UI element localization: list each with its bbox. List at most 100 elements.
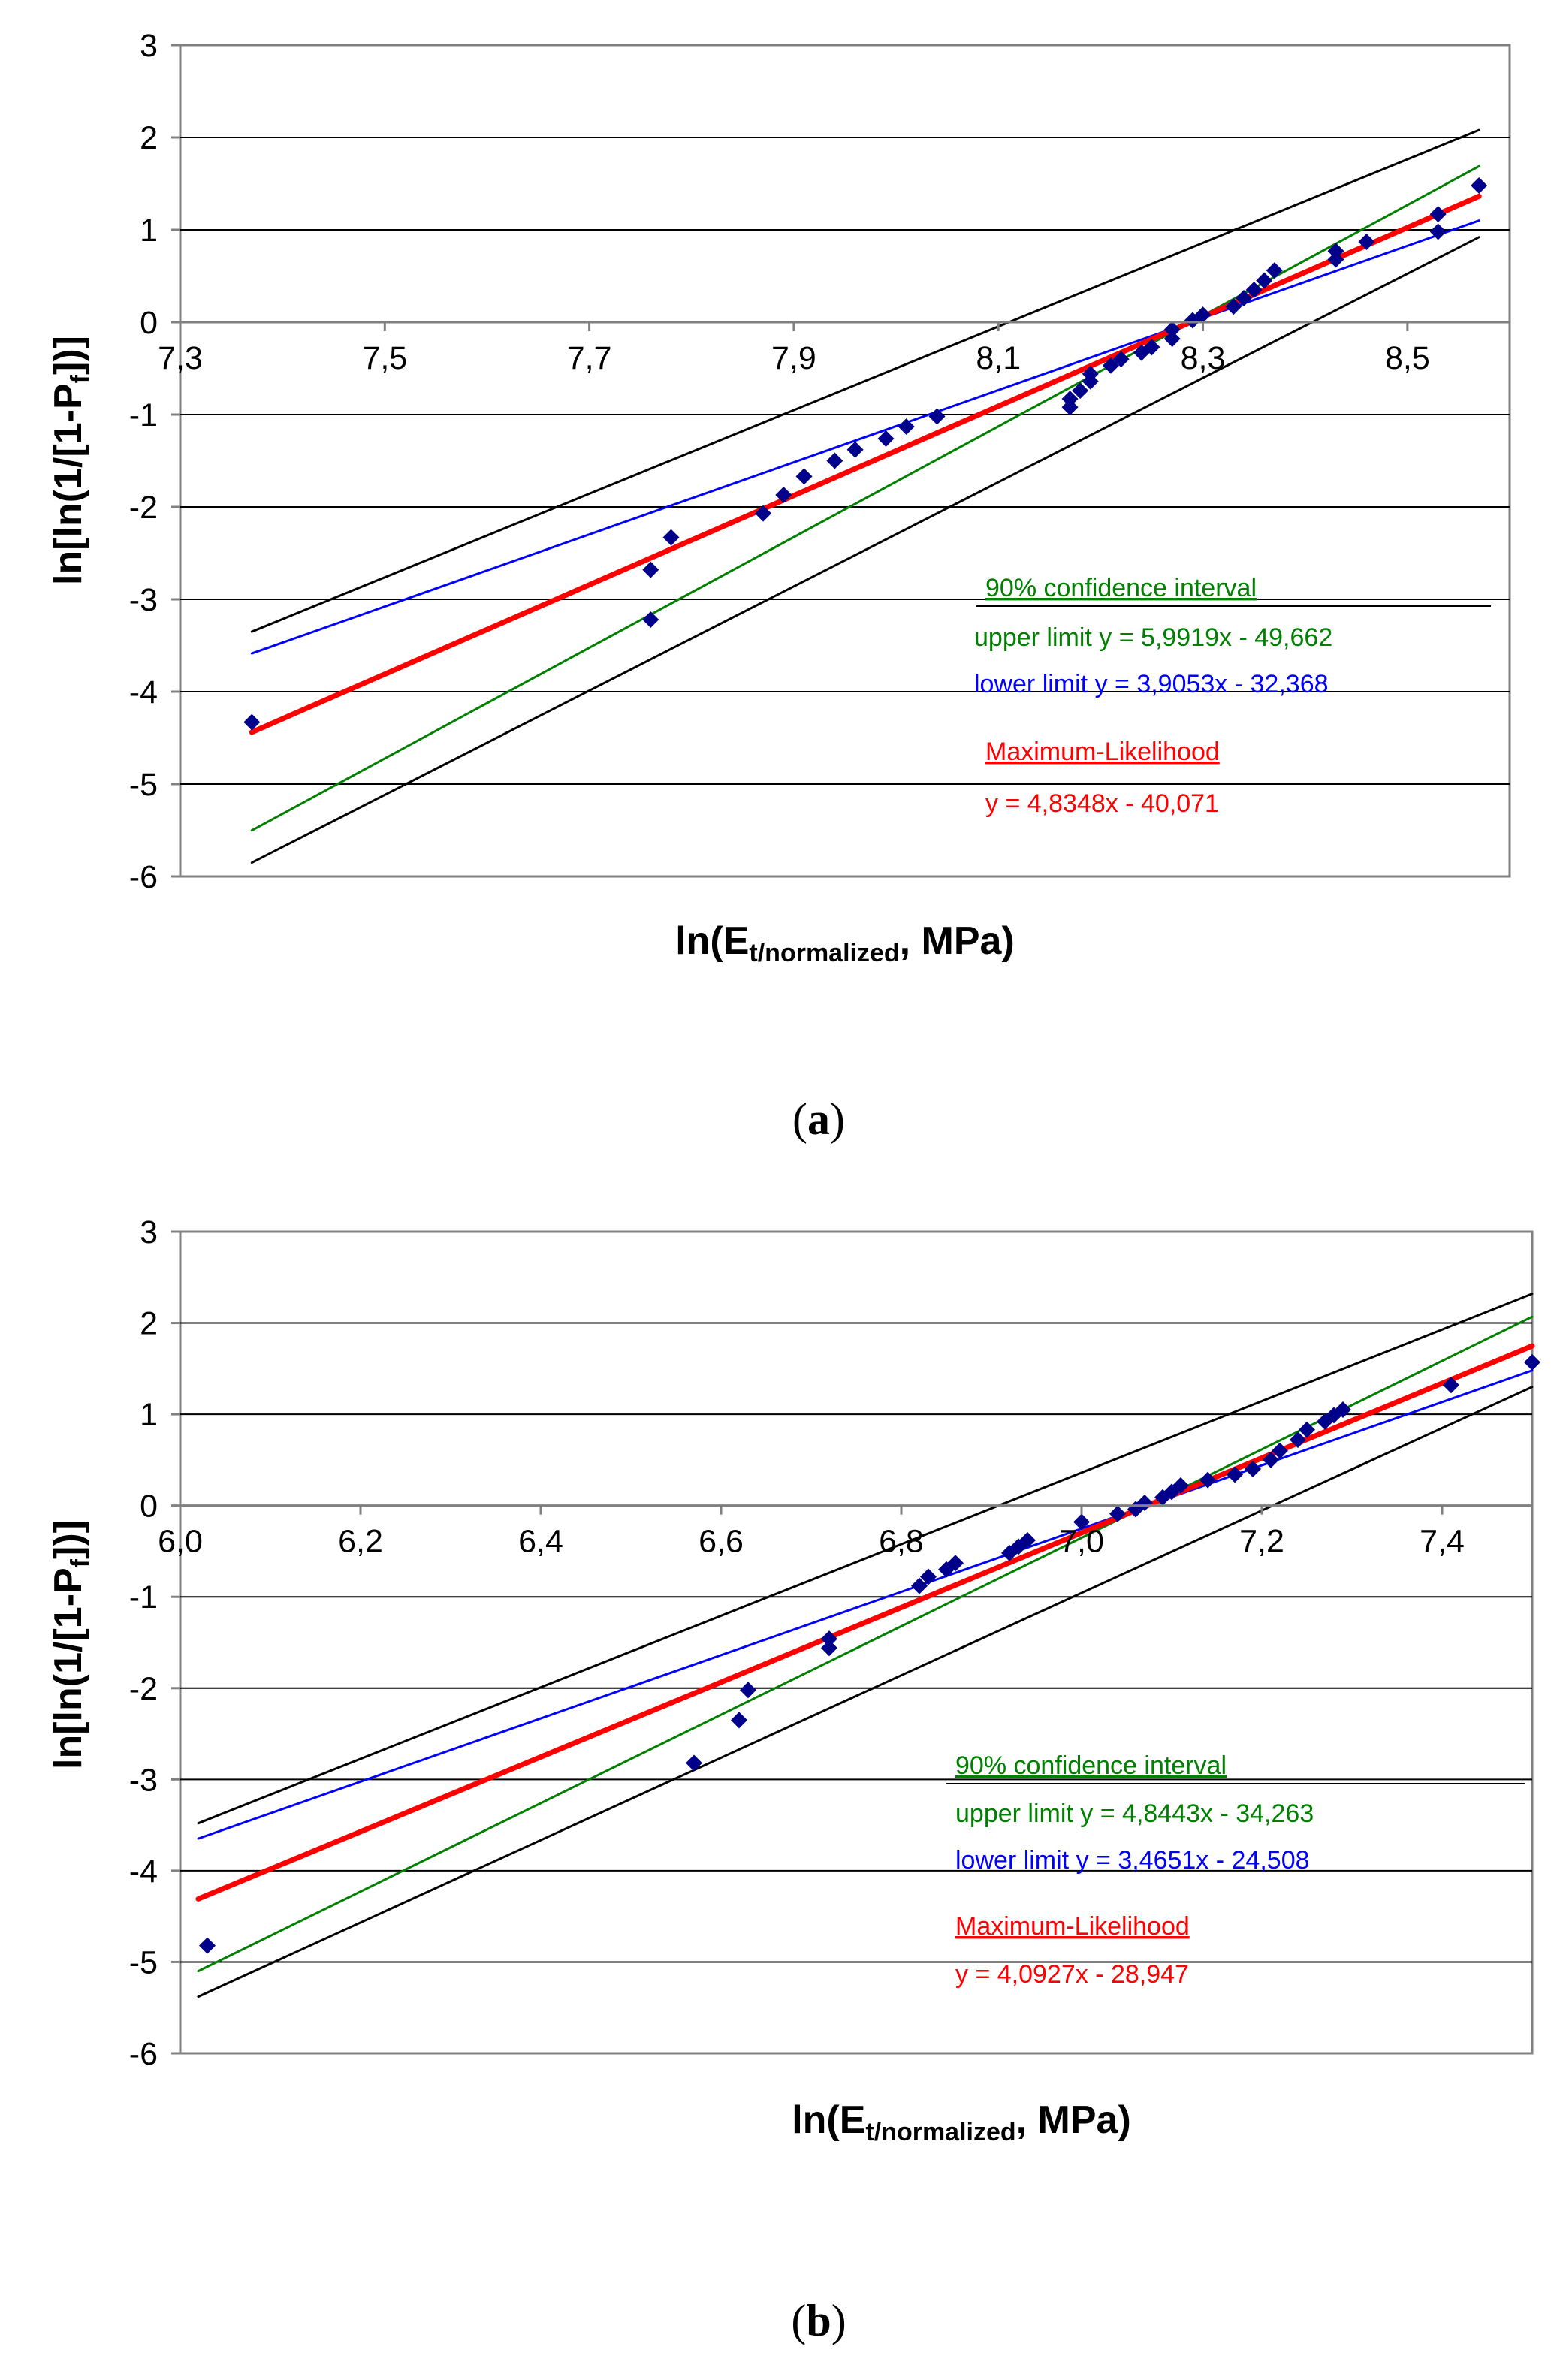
y-tick-label: -2: [129, 490, 158, 526]
fit-line-lower-limit: [197, 1369, 1534, 1840]
x-tick-label: 8,1: [976, 340, 1021, 376]
data-point: [1073, 1513, 1090, 1531]
data-point: [1199, 1471, 1216, 1489]
data-point: [1236, 290, 1252, 307]
x-axis-label: ln(Et/normalized, MPa): [675, 919, 1015, 967]
data-point: [1227, 1466, 1243, 1483]
y-tick-label: 2: [140, 120, 158, 156]
data-point: [898, 418, 915, 435]
fit-line-confidence-bound-upper: [197, 1293, 1534, 1825]
data-point: [795, 468, 813, 485]
data-point: [1109, 1505, 1126, 1522]
y-tick-label: -1: [129, 397, 158, 433]
data-point: [1358, 233, 1375, 250]
data-point: [1072, 382, 1089, 400]
fit-line-upper-limit: [250, 164, 1480, 832]
fit-line-confidence-bound-lower: [197, 1386, 1534, 1998]
plot-frame: [179, 1230, 1534, 2055]
y-tick-label: 3: [140, 1214, 158, 1250]
ml-equation: y = 4,0927x - 28,947: [955, 1960, 1189, 1989]
y-tick-label: 3: [140, 28, 158, 64]
y-tick-label: -6: [129, 2036, 158, 2072]
data-point: [642, 561, 659, 578]
x-tick-label: 7,5: [362, 340, 407, 376]
data-point: [1245, 1461, 1261, 1478]
x-axis-label: ln(Et/normalized, MPa): [792, 2098, 1131, 2146]
panel-caption-b: (b): [791, 2296, 846, 2345]
data-point: [1327, 243, 1344, 260]
ml-equation: y = 4,8348x - 40,071: [985, 789, 1219, 818]
x-tick-label: 6,0: [158, 1524, 203, 1560]
data-point: [1001, 1544, 1018, 1561]
x-tick-label: 6,8: [879, 1524, 924, 1560]
y-tick-label: -3: [129, 1762, 158, 1798]
y-tick-label: 1: [140, 213, 158, 249]
y-tick-label: -6: [129, 859, 158, 895]
data-point: [1443, 1377, 1459, 1394]
data-markers: [243, 176, 1488, 731]
x-tick-label: 7,7: [567, 340, 612, 376]
data-point: [1429, 223, 1447, 240]
data-point: [1194, 306, 1212, 324]
fit-line-confidence-bound-upper: [250, 128, 1480, 633]
chart-panel-a: 7,3 7,5 7,7 7,9 8,1 8,3 8,5 3 2 1 0 -1 -2 -3 -4 -5 -6 9…: [0, 0, 1557, 1172]
fit-line-confidence-bound-lower: [250, 236, 1480, 864]
fit-line-maximum-likelihood: [195, 1343, 1535, 1902]
annotation-box: 90% confidence interval upper limit y = …: [946, 1751, 1525, 1989]
fit-lines: [195, 1293, 1535, 1998]
data-point: [1272, 1442, 1288, 1459]
upper-limit-equation: upper limit y = 5,9919x - 49,662: [974, 623, 1332, 652]
data-point: [911, 1577, 928, 1594]
data-point: [1263, 1451, 1279, 1468]
data-point: [1299, 1421, 1315, 1438]
x-tick-label: 8,5: [1385, 340, 1430, 376]
y-tick-labels: 3 2 1 0 -1 -2 -3 -4 -5 -6: [129, 1214, 180, 2072]
data-point: [1103, 357, 1119, 374]
data-point: [1429, 206, 1447, 223]
data-markers: [199, 1353, 1540, 1954]
y-tick-labels: 3 2 1 0 -1 -2 -3 -4 -5 -6: [129, 28, 180, 895]
data-point: [1019, 1531, 1036, 1549]
lower-limit-equation: lower limit y = 3,4651x - 24,508: [955, 1846, 1310, 1875]
data-point: [1136, 1495, 1153, 1512]
y-axis-label: ln[ln(1/[1-Pf])]: [47, 1520, 95, 1769]
data-point: [1524, 1353, 1540, 1371]
data-point: [1163, 330, 1181, 348]
y-tick-label: 2: [140, 1306, 158, 1342]
y-axis-label: ln[ln(1/[1-Pf])]: [47, 336, 95, 585]
x-tick-label: 6,4: [518, 1524, 563, 1560]
data-point: [846, 441, 864, 458]
data-point: [920, 1568, 937, 1585]
y-tick-label: -2: [129, 1671, 158, 1707]
data-point: [731, 1712, 747, 1729]
data-point: [1335, 1401, 1351, 1419]
data-point: [1082, 365, 1099, 382]
data-point: [1112, 351, 1130, 368]
data-point: [199, 1937, 216, 1954]
data-point: [1290, 1431, 1306, 1449]
y-tick-label: -5: [129, 1944, 158, 1980]
data-point: [877, 430, 895, 447]
data-point: [821, 1630, 837, 1648]
x-tick-label: 7,9: [771, 340, 816, 376]
data-point: [826, 452, 843, 469]
data-point: [755, 505, 772, 522]
data-point: [1163, 321, 1181, 338]
data-point: [1471, 176, 1488, 194]
ml-title: Maximum-Likelihood: [985, 738, 1220, 766]
ml-title: Maximum-Likelihood: [955, 1912, 1190, 1941]
y-tick-label: -3: [129, 582, 158, 618]
data-point: [740, 1682, 756, 1699]
chart-a: 7,3 7,5 7,7 7,9 8,1 8,3 8,5 3 2 1 0 -1 -2 -3 -4 -5 -6 9…: [47, 28, 1511, 1144]
data-point: [947, 1555, 964, 1572]
data-point: [775, 487, 792, 504]
y-tick-label: 1: [140, 1397, 158, 1433]
upper-limit-equation: upper limit y = 4,8443x - 34,263: [955, 1799, 1314, 1828]
data-point: [1256, 272, 1273, 289]
ci-title: 90% confidence interval: [955, 1751, 1227, 1780]
data-point: [1061, 391, 1079, 408]
data-point: [1143, 339, 1160, 356]
data-point: [1061, 399, 1079, 416]
data-point: [642, 611, 659, 629]
x-tick-label: 7,2: [1239, 1524, 1284, 1560]
